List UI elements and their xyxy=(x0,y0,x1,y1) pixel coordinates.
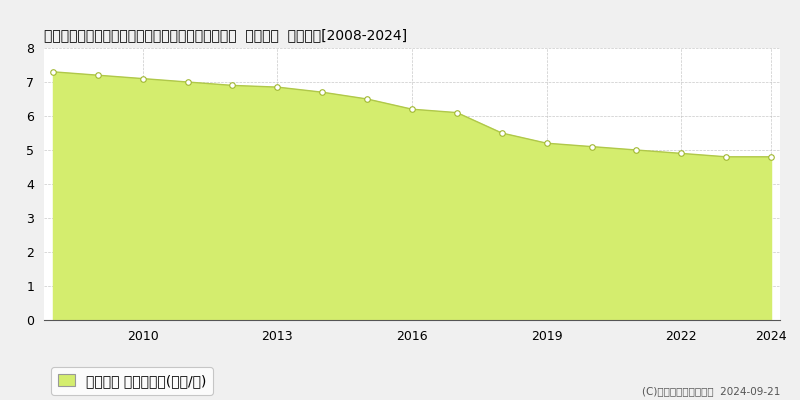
Text: (C)土地価格ドットコム  2024-09-21: (C)土地価格ドットコム 2024-09-21 xyxy=(642,386,780,396)
Text: 愛知県北設楽郡東栄町大字本郷字西万場４２番４外  基準地価  地価推移[2008-2024]: 愛知県北設楽郡東栄町大字本郷字西万場４２番４外 基準地価 地価推移[2008-2… xyxy=(44,29,407,43)
Legend: 基準地価 平均坪単価(万円/坪): 基準地価 平均坪単価(万円/坪) xyxy=(51,367,213,395)
